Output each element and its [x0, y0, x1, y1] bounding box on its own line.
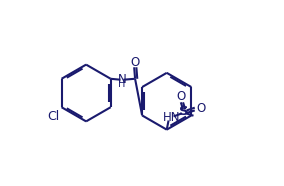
Text: HN: HN	[163, 111, 181, 124]
Text: H: H	[118, 79, 126, 89]
Text: O: O	[177, 90, 186, 103]
Text: N: N	[118, 73, 126, 86]
Text: O: O	[196, 102, 205, 116]
Text: S: S	[179, 105, 189, 118]
Text: Cl: Cl	[48, 110, 60, 123]
Text: O: O	[131, 56, 140, 69]
